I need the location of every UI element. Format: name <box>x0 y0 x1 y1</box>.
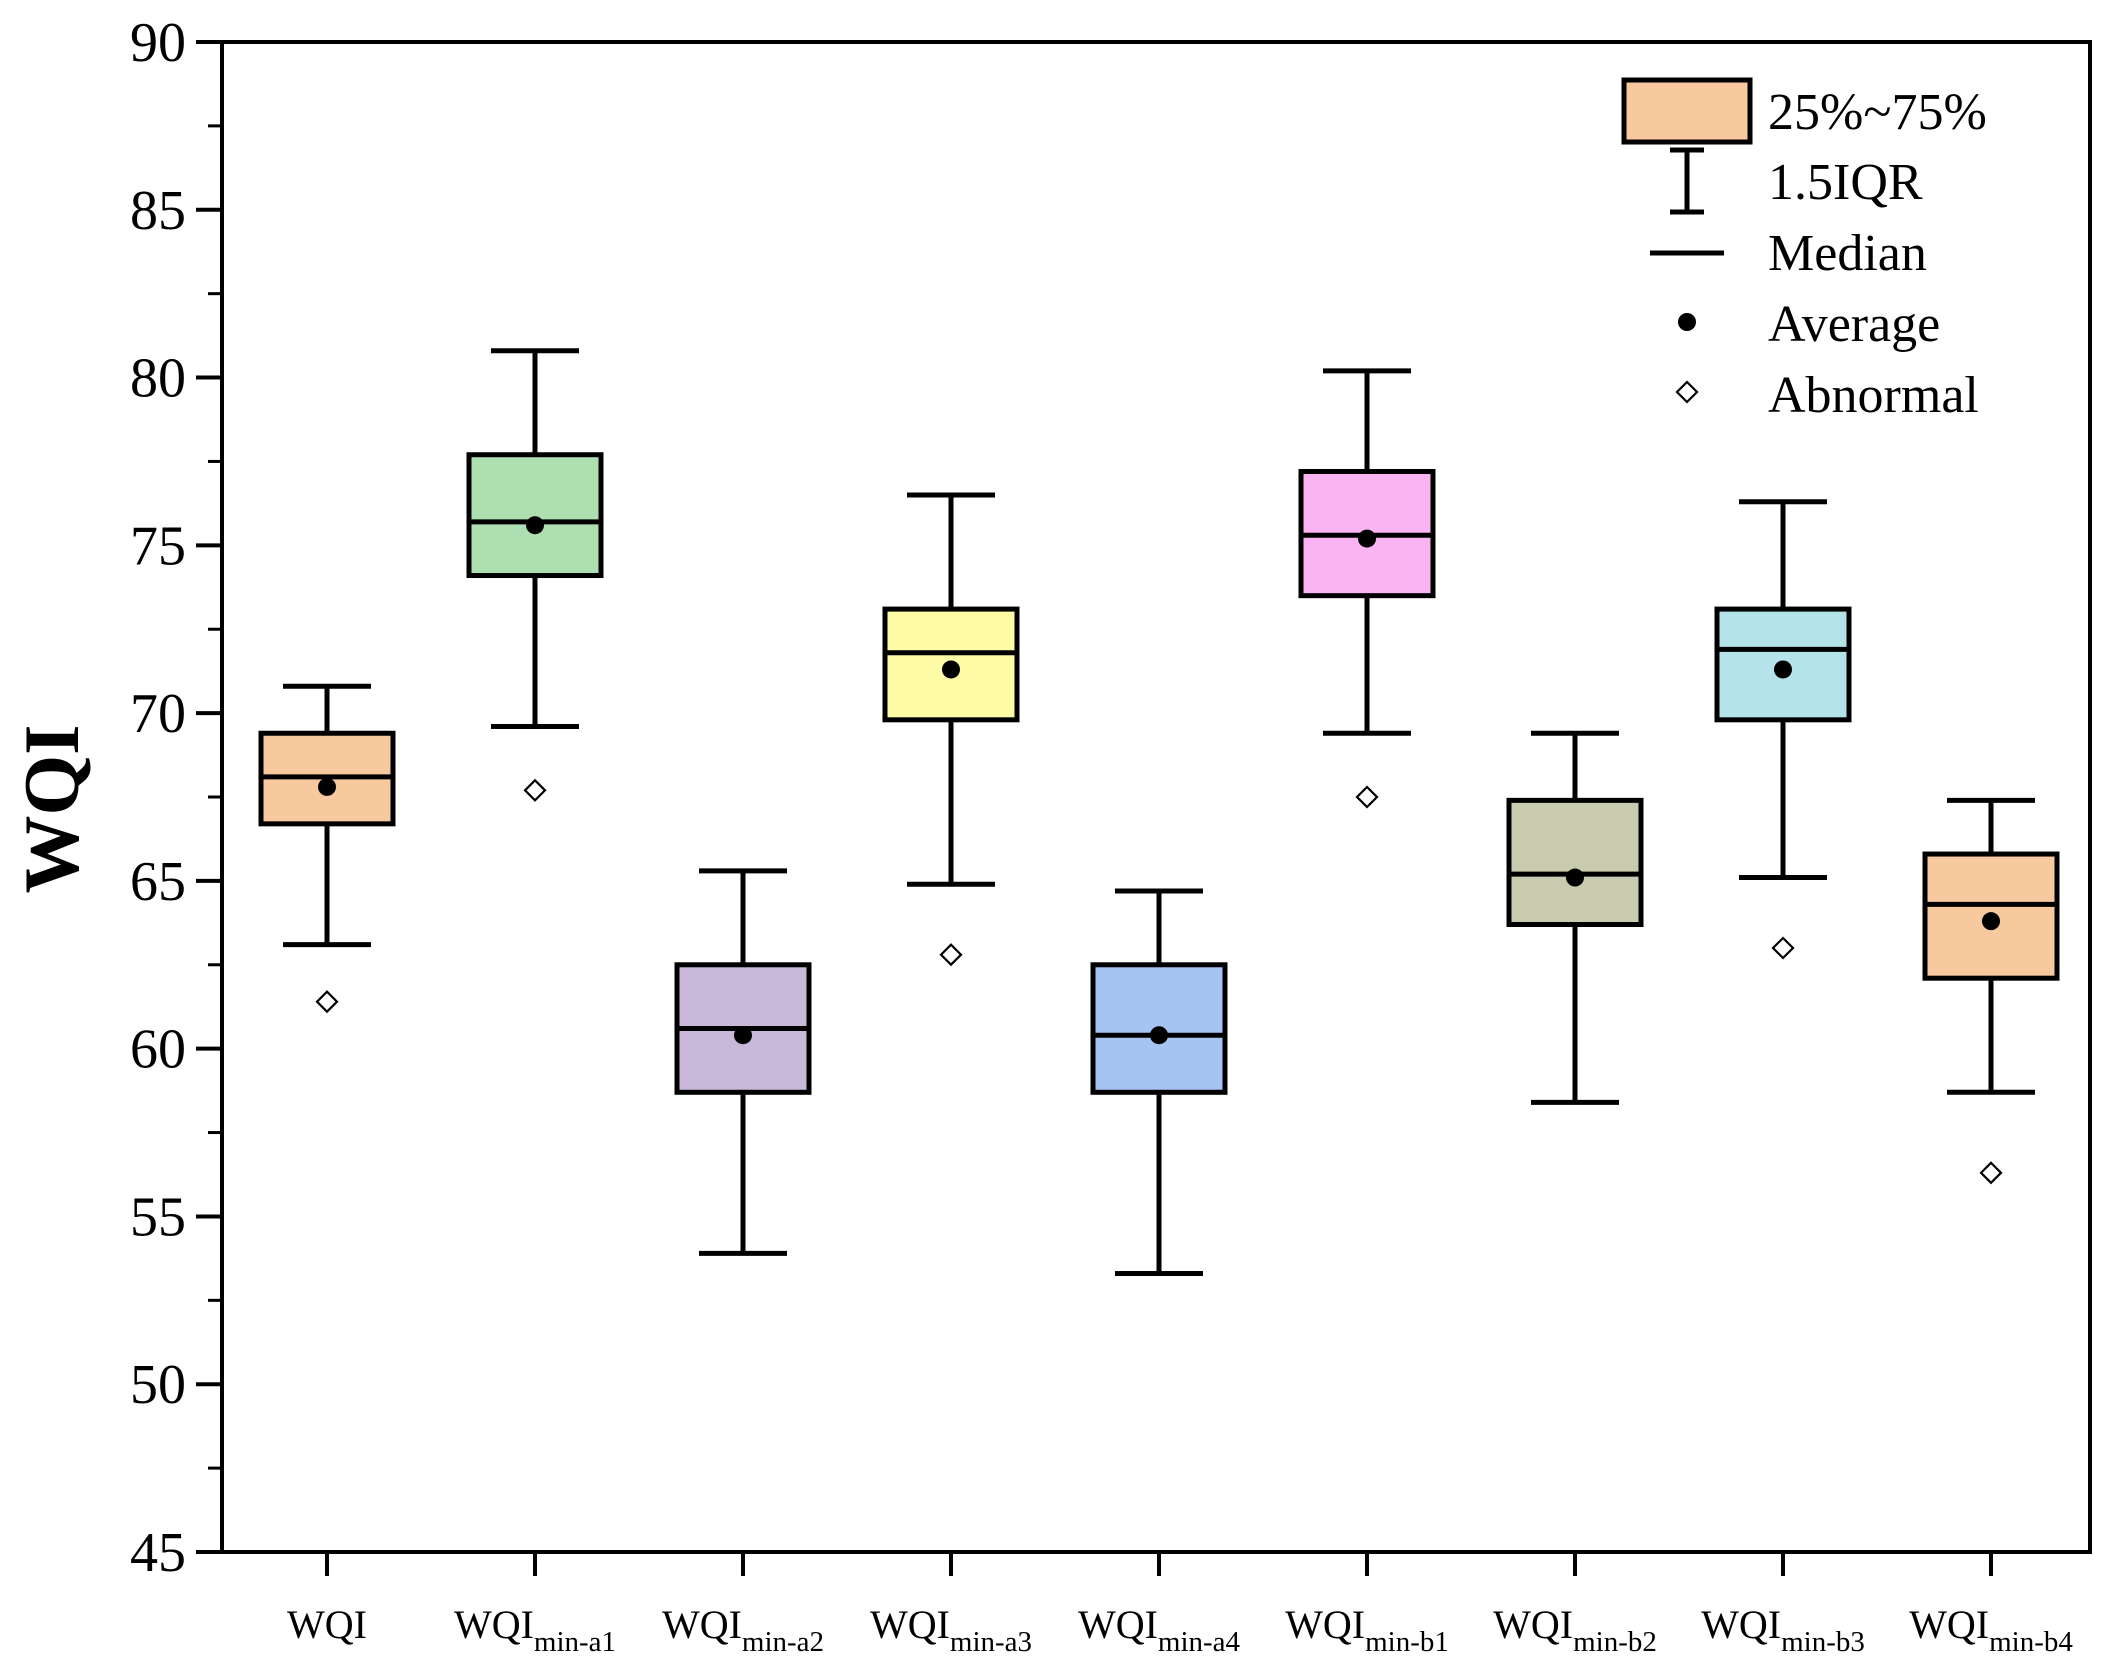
legend-item-median: Median <box>1650 225 1927 282</box>
legend-item-outlier: Abnormal <box>1675 367 1979 424</box>
x-tick-label: WQImin-a3 <box>870 1602 1032 1658</box>
y-tick-label: 80 <box>130 348 186 410</box>
legend-label: Median <box>1768 225 1927 282</box>
x-tick-label: WQImin-a2 <box>662 1602 824 1658</box>
mean-point <box>1982 912 2000 931</box>
iqr-box <box>466 452 604 579</box>
box-min-b3 <box>1714 499 1852 960</box>
x-tick-label: WQI <box>287 1602 367 1647</box>
legend-label: Average <box>1768 296 1940 353</box>
iqr-box <box>1090 962 1228 1095</box>
y-tick-label: 75 <box>130 515 186 577</box>
legend-mean-swatch <box>1678 313 1696 331</box>
y-tick-label: 90 <box>130 12 186 74</box>
legend-item-mean: Average <box>1678 296 1940 353</box>
outlier-point <box>1979 1161 2003 1185</box>
legend-label: 25%~75% <box>1768 84 1987 141</box>
legend-label: 1.5IQR <box>1768 154 1923 211</box>
y-tick-label: 50 <box>130 1354 186 1416</box>
mean-point <box>1150 1026 1168 1045</box>
outlier-point <box>523 778 547 802</box>
box-min-b1 <box>1298 368 1436 809</box>
y-tick-label: 65 <box>130 851 186 913</box>
outlier-point <box>315 990 339 1014</box>
x-tick-label: WQImin-a1 <box>454 1602 616 1658</box>
legend-item-box: 25%~75% <box>1621 77 1987 145</box>
mean-point <box>1566 868 1584 887</box>
iqr-box <box>1506 797 1644 928</box>
y-tick-label: 70 <box>130 683 186 745</box>
mean-point <box>942 660 960 679</box>
x-tick-label: WQImin-b2 <box>1493 1602 1657 1658</box>
outlier-point <box>939 943 963 967</box>
y-tick-label: 85 <box>130 180 186 242</box>
box-min-a2 <box>674 868 812 1256</box>
legend-item-whisker: 1.5IQR <box>1670 147 1923 215</box>
mean-point <box>526 516 544 535</box>
x-tick-label: WQImin-a4 <box>1078 1602 1241 1658</box>
box-min-b4 <box>1922 797 2060 1185</box>
legend-outlier-swatch <box>1675 380 1699 404</box>
legend-box-swatch <box>1621 77 1753 145</box>
mean-point <box>734 1026 752 1045</box>
mean-point <box>318 777 336 796</box>
x-tick-label: WQImin-b4 <box>1909 1602 2073 1658</box>
box-wqi <box>258 683 396 1014</box>
box-min-a1 <box>466 348 604 802</box>
y-tick-label: 55 <box>130 1186 186 1248</box>
y-tick-label: 60 <box>130 1019 186 1081</box>
x-tick-label: WQImin-b1 <box>1285 1602 1449 1658</box>
y-axis-label: WQI <box>8 724 95 893</box>
box-min-a3 <box>882 492 1020 967</box>
y-tick-label: 45 <box>130 1522 186 1584</box>
iqr-box <box>1922 851 2060 981</box>
box-min-b2 <box>1506 730 1644 1105</box>
x-tick-label: WQImin-b3 <box>1701 1602 1865 1658</box>
outlier-point <box>1771 936 1795 960</box>
mean-point <box>1358 529 1376 548</box>
box-min-a4 <box>1090 888 1228 1276</box>
outlier-point <box>1355 785 1379 809</box>
legend-label: Abnormal <box>1768 367 1979 424</box>
mean-point <box>1774 660 1792 679</box>
